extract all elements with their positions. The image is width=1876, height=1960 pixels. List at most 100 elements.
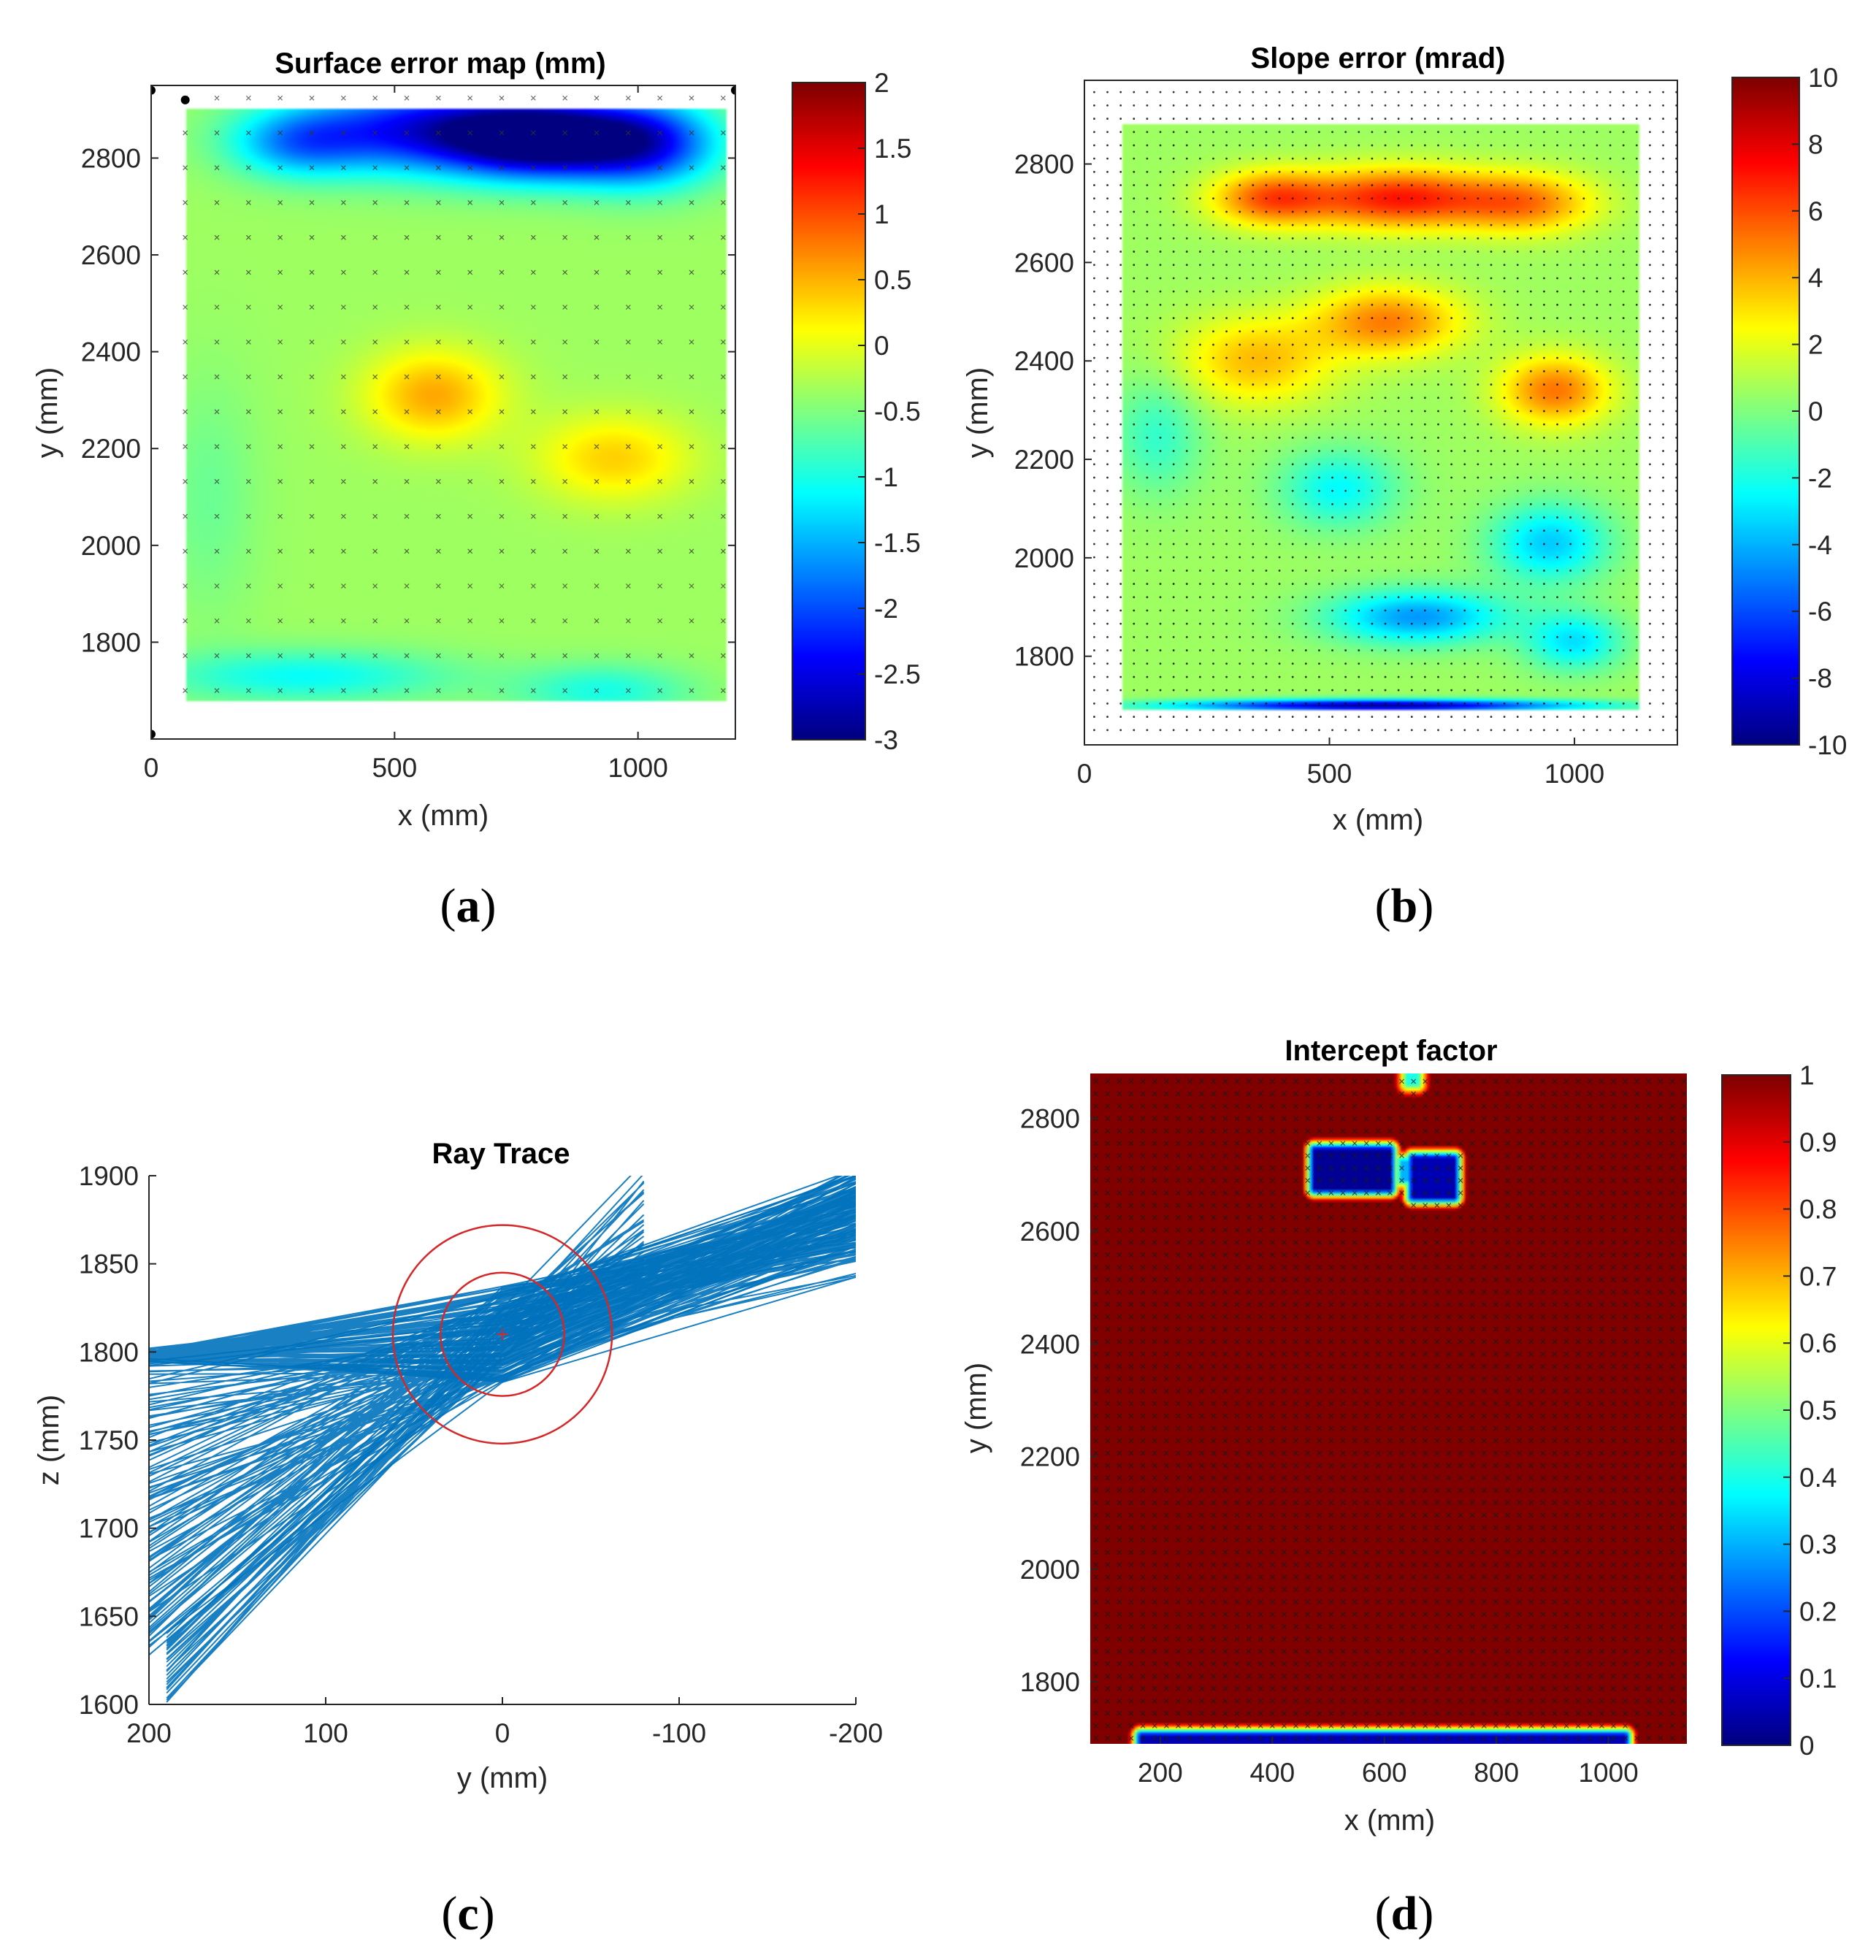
x-tick-label: 0 xyxy=(495,1718,510,1748)
colorbar-tick-label: 0 xyxy=(1808,397,1823,426)
panel-a-heatmap xyxy=(151,85,735,739)
colorbar-tick-label: -2.5 xyxy=(874,659,921,689)
colorbar-tick-label: 0.2 xyxy=(1799,1596,1837,1626)
colorbar-tick-label: -10 xyxy=(1808,730,1847,760)
panel-d-title: Intercept factor xyxy=(1285,1035,1497,1067)
panel-b-caption: (b) xyxy=(1375,879,1434,933)
x-tick-label: 1000 xyxy=(1578,1758,1638,1788)
panel-c-ray-bundle xyxy=(149,1176,856,1703)
panel-d-xlabel: x (mm) xyxy=(1344,1804,1435,1837)
panel-b-ylabel: y (mm) xyxy=(962,367,994,458)
panel-c-ticks: 200 100 0 -100 -200 1600 1650 1700 1750 1800 1850 1… xyxy=(79,1161,883,1748)
x-tick-label: 800 xyxy=(1474,1758,1519,1788)
panel-a-ylabel: y (mm) xyxy=(31,367,64,458)
colorbar-tick-label: 0.8 xyxy=(1799,1195,1837,1225)
panel-b-sample-markers xyxy=(1093,91,1677,732)
x-tick-label: 400 xyxy=(1249,1758,1295,1788)
colorbar-gradient xyxy=(1732,77,1799,745)
reference-corner-dot xyxy=(151,730,156,739)
colorbar-tick-label: 1.5 xyxy=(874,134,911,164)
colorbar-tick-label: 0 xyxy=(1799,1731,1815,1761)
colorbar-tick-label: -2 xyxy=(1808,463,1832,493)
colorbar-tick-label: 0.1 xyxy=(1799,1664,1837,1693)
panel-b: Slope error (mrad) 0 500 1000 1800 2000 2200 2… xyxy=(962,42,1847,933)
y-tick-label: 1700 xyxy=(79,1514,139,1544)
x-tick-label: 1000 xyxy=(608,753,668,783)
colorbar-tick-label: -1.5 xyxy=(874,528,921,558)
focal-point-marker xyxy=(497,1328,508,1341)
y-tick-label: 2600 xyxy=(1014,248,1074,277)
y-tick-label: 2200 xyxy=(1014,445,1074,475)
reference-corner-dot xyxy=(180,95,190,104)
panel-c-receiver-target xyxy=(391,1224,613,1445)
colorbar-gradient xyxy=(792,83,865,740)
colorbar-tick-label: 0.7 xyxy=(1799,1261,1837,1291)
panel-a-colorbar: 2 1.5 1 0.5 0 -0.5 -1 -1.5 -2 -2.5 -3 xyxy=(792,68,921,755)
reference-corner-dot xyxy=(151,85,156,95)
panel-a-xlabel: x (mm) xyxy=(398,800,489,832)
panel-d-heatmap xyxy=(1090,1073,1687,1744)
panel-a: Surface error map (mm) 0 500 1000 1800 2000 2… xyxy=(31,47,921,933)
panel-c-caption: (c) xyxy=(441,1887,494,1940)
colorbar-tick-label: 0 xyxy=(874,331,889,361)
colorbar-tick-label: 0.6 xyxy=(1799,1328,1837,1358)
x-tick-label: 200 xyxy=(1138,1758,1183,1788)
panel-a-sample-markers xyxy=(151,85,735,739)
panel-b-axes-box xyxy=(1084,80,1678,746)
colorbar-tick-label: -3 xyxy=(874,725,898,755)
y-tick-label: 2400 xyxy=(81,337,141,367)
colorbar-tick-label: 0.4 xyxy=(1799,1463,1837,1493)
y-tick-label: 1600 xyxy=(79,1690,139,1720)
y-tick-label: 2200 xyxy=(81,434,141,464)
panel-c-xlabel: y (mm) xyxy=(457,1762,548,1794)
y-tick-label: 2600 xyxy=(1020,1217,1080,1247)
panel-d-ticks: 200 400 600 800 1000 1800 2000 2200 2400 2600 2800 xyxy=(1020,1104,1639,1788)
x-tick-label: 0 xyxy=(1077,759,1092,789)
y-tick-label: 1650 xyxy=(79,1601,139,1631)
y-tick-label: 2000 xyxy=(1014,543,1074,573)
x-tick-label: 1000 xyxy=(1544,759,1604,789)
colorbar-tick-label: 0.5 xyxy=(1799,1396,1837,1425)
y-tick-label: 2800 xyxy=(81,143,141,173)
x-tick-label: -100 xyxy=(652,1718,706,1748)
colorbar-tick-label: -1 xyxy=(874,462,898,492)
x-tick-label: 500 xyxy=(372,753,417,783)
x-tick-label: -200 xyxy=(829,1718,883,1748)
colorbar-tick-label: -6 xyxy=(1808,597,1832,627)
y-tick-label: 1800 xyxy=(79,1337,139,1367)
x-tick-label: 100 xyxy=(303,1718,348,1748)
y-tick-label: 1850 xyxy=(79,1249,139,1279)
y-tick-label: 2800 xyxy=(1014,150,1074,180)
y-tick-label: 2000 xyxy=(81,531,141,561)
panel-c: Ray Trace 200 100 0 -100 -200 1600 1650 1700 175… xyxy=(33,1138,883,1940)
panel-b-xlabel: x (mm) xyxy=(1333,804,1423,836)
y-tick-label: 1800 xyxy=(81,627,141,657)
panel-a-title: Surface error map (mm) xyxy=(275,47,605,80)
reference-corner-dot xyxy=(731,85,735,95)
panel-c-title: Ray Trace xyxy=(432,1138,570,1170)
panel-b-heatmap xyxy=(1084,80,1677,745)
colorbar-tick-label: 1 xyxy=(1799,1060,1815,1090)
y-tick-label: 2400 xyxy=(1014,346,1074,376)
panel-a-axes-box xyxy=(150,85,736,740)
panel-c-ylabel: z (mm) xyxy=(33,1395,65,1485)
measurement-point-markers xyxy=(1093,91,1677,732)
ray-series-steep xyxy=(166,1176,645,1703)
colorbar-tick-label: 1 xyxy=(874,199,889,229)
colorbar-tick-label: 6 xyxy=(1808,196,1823,226)
ray-series-lower xyxy=(149,1176,856,1656)
measurement-point-markers xyxy=(183,95,726,694)
y-tick-label: 2400 xyxy=(1020,1329,1080,1359)
colorbar-tick-label: -4 xyxy=(1808,530,1832,560)
panel-b-colorbar: 10 8 6 4 2 0 -2 -4 -6 -8 -10 xyxy=(1731,63,1847,760)
y-tick-label: 1900 xyxy=(79,1161,139,1191)
panel-d-caption: (d) xyxy=(1375,1887,1434,1940)
panel-b-ticks: 0 500 1000 1800 2000 2200 2400 2600 2800 xyxy=(1014,150,1605,789)
panel-a-caption: (a) xyxy=(440,879,497,933)
panel-a-ticks: 0 500 1000 1800 2000 2200 2400 2600 2800 xyxy=(81,85,735,783)
y-tick-label: 2600 xyxy=(81,240,141,270)
colorbar-tick-label: 10 xyxy=(1808,63,1838,93)
y-tick-label: 1800 xyxy=(1020,1667,1080,1697)
panel-d-ylabel: y (mm) xyxy=(960,1363,992,1453)
